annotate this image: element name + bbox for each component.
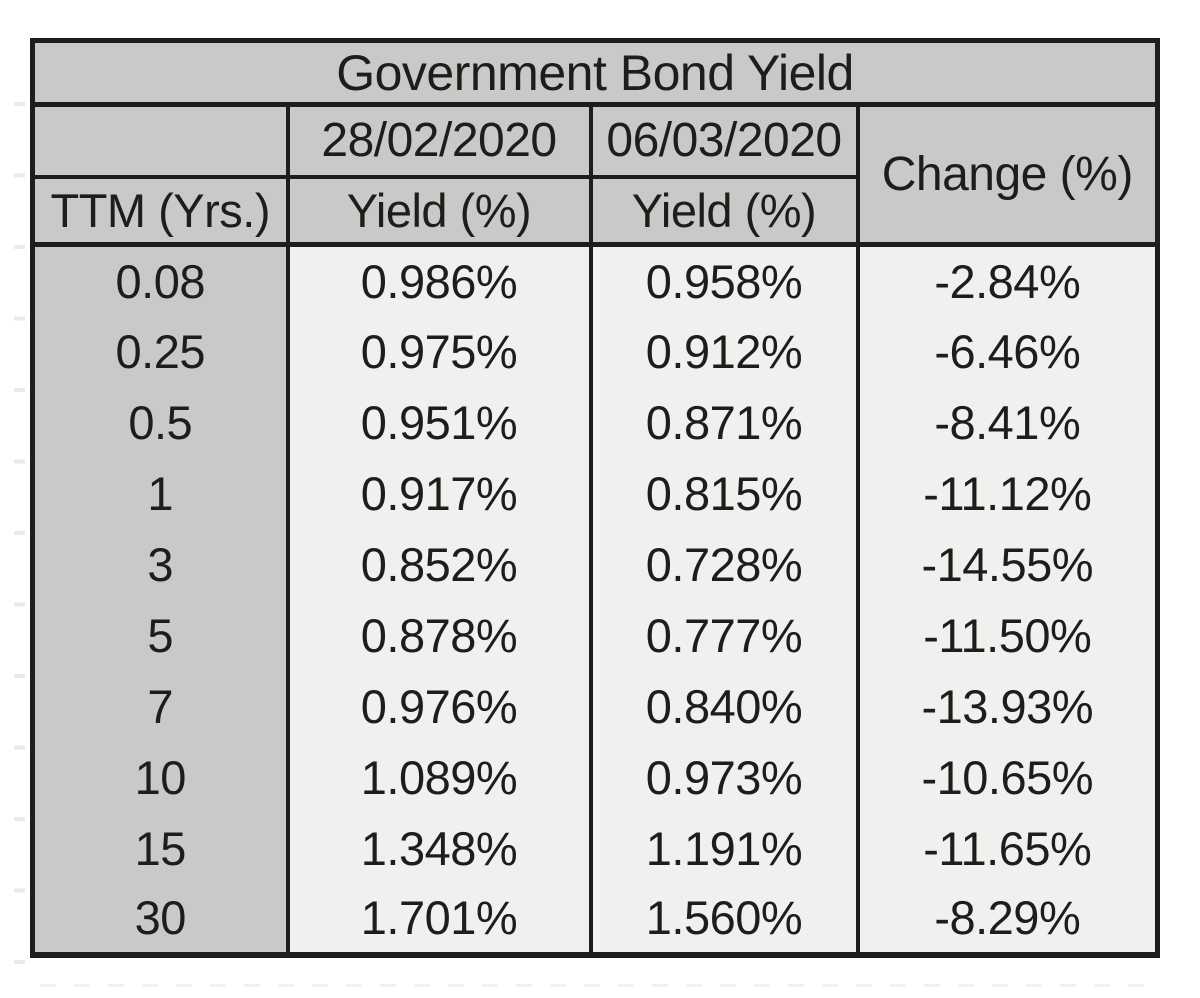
yield2-cell: 1.191% bbox=[588, 812, 858, 884]
yield2-cell: 0.912% bbox=[588, 315, 858, 387]
header-date-1: 28/02/2020 bbox=[285, 104, 591, 179]
ttm-cell: 7 bbox=[32, 670, 288, 742]
ttm-cell: 3 bbox=[32, 528, 288, 600]
header-change: Change (%) bbox=[855, 104, 1158, 247]
table-row: 5 0.878% 0.777% -11.50% bbox=[32, 599, 1158, 671]
yield1-cell: 0.976% bbox=[285, 670, 591, 742]
header-empty-cell bbox=[32, 104, 288, 179]
yield2-cell: 1.560% bbox=[588, 883, 858, 955]
yield1-cell: 0.951% bbox=[285, 386, 591, 458]
yield2-cell: 0.777% bbox=[588, 599, 858, 671]
table-row: 1 0.917% 0.815% -11.12% bbox=[32, 457, 1158, 529]
change-cell: -10.65% bbox=[855, 741, 1158, 813]
yield1-cell: 0.852% bbox=[285, 528, 591, 600]
change-cell: -14.55% bbox=[855, 528, 1158, 600]
yield1-cell: 0.917% bbox=[285, 457, 591, 529]
change-cell: -2.84% bbox=[855, 244, 1158, 316]
yield2-cell: 0.815% bbox=[588, 457, 858, 529]
table-row: 10 1.089% 0.973% -10.65% bbox=[32, 741, 1158, 813]
yield2-cell: 0.728% bbox=[588, 528, 858, 600]
table-row: 7 0.976% 0.840% -13.93% bbox=[32, 670, 1158, 742]
ttm-cell: 10 bbox=[32, 741, 288, 813]
table-row: 0.25 0.975% 0.912% -6.46% bbox=[32, 315, 1158, 387]
header-ttm: TTM (Yrs.) bbox=[32, 176, 288, 247]
yield2-cell: 0.840% bbox=[588, 670, 858, 742]
change-cell: -11.50% bbox=[855, 599, 1158, 671]
table-row: 15 1.348% 1.191% -11.65% bbox=[32, 812, 1158, 884]
ttm-cell: 0.08 bbox=[32, 244, 288, 316]
yield1-cell: 0.878% bbox=[285, 599, 591, 671]
yield1-cell: 1.701% bbox=[285, 883, 591, 955]
table-row: 0.08 0.986% 0.958% -2.84% bbox=[32, 244, 1158, 316]
left-margin-row-ticks bbox=[14, 102, 25, 968]
table-title: Government Bond Yield bbox=[32, 40, 1158, 107]
yield1-cell: 1.089% bbox=[285, 741, 591, 813]
header-yield-1: Yield (%) bbox=[285, 176, 591, 247]
ttm-cell: 0.25 bbox=[32, 315, 288, 387]
table-row: 0.5 0.951% 0.871% -8.41% bbox=[32, 386, 1158, 458]
title-row: Government Bond Yield bbox=[32, 40, 1158, 107]
ttm-cell: 30 bbox=[32, 883, 288, 955]
ttm-cell: 15 bbox=[32, 812, 288, 884]
ttm-cell: 0.5 bbox=[32, 386, 288, 458]
header-date-row: 28/02/2020 06/03/2020 Change (%) bbox=[32, 104, 1158, 247]
change-cell: -13.93% bbox=[855, 670, 1158, 742]
change-cell: -6.46% bbox=[855, 315, 1158, 387]
change-cell: -11.12% bbox=[855, 457, 1158, 529]
table-row: 3 0.852% 0.728% -14.55% bbox=[32, 528, 1158, 600]
change-cell: -11.65% bbox=[855, 812, 1158, 884]
ttm-cell: 1 bbox=[32, 457, 288, 529]
yield1-cell: 1.348% bbox=[285, 812, 591, 884]
ttm-cell: 5 bbox=[32, 599, 288, 671]
change-cell: -8.41% bbox=[855, 386, 1158, 458]
header-yield-2: Yield (%) bbox=[588, 176, 858, 247]
bottom-scan-noise bbox=[40, 984, 1160, 987]
change-cell: -8.29% bbox=[855, 883, 1158, 955]
yield1-cell: 0.975% bbox=[285, 315, 591, 387]
table-row: 30 1.701% 1.560% -8.29% bbox=[32, 883, 1158, 955]
spreadsheet-area: Government Bond Yield 28/02/2020 06/03/2… bbox=[30, 38, 1161, 958]
header-label-row: TTM (Yrs.) Yield (%) Yield (%) bbox=[32, 176, 1158, 247]
yield2-cell: 0.973% bbox=[588, 741, 858, 813]
yield2-cell: 0.871% bbox=[588, 386, 858, 458]
yield1-cell: 0.986% bbox=[285, 244, 591, 316]
header-date-2: 06/03/2020 bbox=[588, 104, 858, 179]
yield2-cell: 0.958% bbox=[588, 244, 858, 316]
government-bond-yield-table: Government Bond Yield 28/02/2020 06/03/2… bbox=[30, 38, 1161, 958]
